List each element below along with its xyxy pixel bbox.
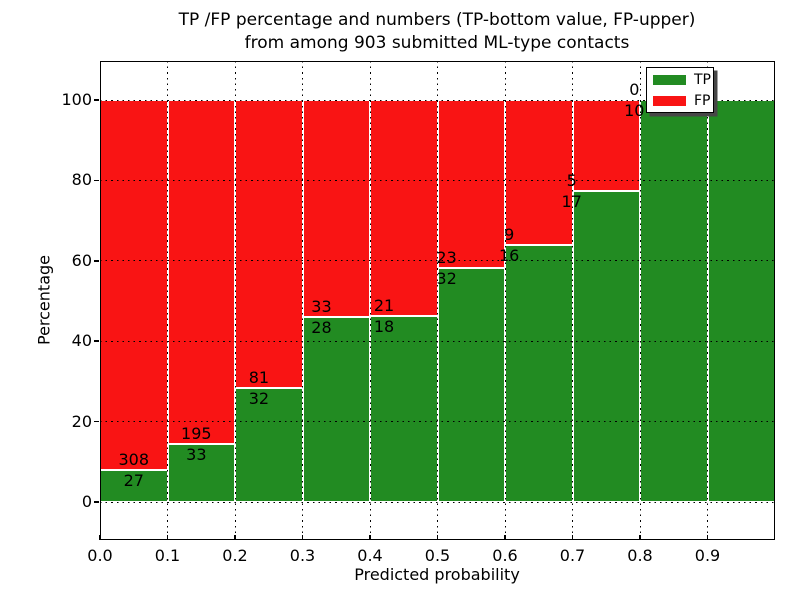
fp-legend-label: FP (694, 92, 711, 109)
v-gridline (639, 61, 641, 540)
tp-bar-segment (302, 317, 370, 502)
fp-bar-segment (437, 100, 505, 269)
tp-bar-segment (370, 316, 438, 502)
x-tick-mark (369, 535, 371, 540)
y-tick-label: 80 (71, 170, 92, 190)
fp-bar-segment (235, 100, 303, 389)
y-tick-label: 60 (71, 250, 92, 270)
y-tick-mark (93, 501, 99, 503)
x-tick-label: 0.8 (627, 546, 653, 565)
tp-count-label: 28 (311, 318, 332, 338)
tp-bar-segment (100, 469, 168, 502)
fp-count-label: 33 (311, 297, 332, 317)
fp-bar-segment (167, 100, 235, 444)
legend: TP FP (646, 67, 714, 113)
tp-count-label: 32 (436, 269, 457, 289)
y-tick-label: 40 (71, 331, 92, 351)
fp-count-label: 9 (504, 224, 515, 244)
chart-title-line1: TP /FP percentage and numbers (TP-bottom… (178, 10, 696, 30)
v-gridline (437, 61, 438, 540)
x-tick-mark (571, 535, 574, 540)
y-tick-label: 100 (61, 90, 92, 109)
tp-bar-segment (505, 244, 573, 502)
tp-bar-segment (235, 388, 303, 502)
y-tick-mark (93, 260, 99, 262)
v-gridline (572, 61, 573, 540)
v-gridline (234, 61, 236, 540)
x-tick-mark (706, 535, 709, 540)
tp-bar-segment (572, 191, 640, 502)
v-gridline (302, 61, 303, 540)
x-tick-label: 0.6 (492, 546, 518, 565)
chart-title: TP /FP percentage and numbers (TP-bottom… (179, 9, 696, 55)
v-gridline (504, 61, 506, 540)
tp-count-label: 16 (498, 245, 520, 265)
fp-bar-segment (100, 100, 168, 470)
tp-count-label: 17 (561, 192, 582, 212)
tp-count-label: 27 (123, 470, 144, 490)
x-tick-label: 0.2 (222, 546, 248, 565)
v-gridline (369, 61, 371, 540)
h-gridline (100, 99, 775, 101)
tp-bar-segment (640, 100, 708, 502)
x-tick-label: 0.1 (154, 546, 181, 565)
x-tick-mark (234, 535, 236, 540)
v-gridline (167, 61, 168, 540)
tp-count-label: 18 (373, 317, 395, 337)
x-tick-label: 0.3 (289, 546, 316, 565)
fp-count-label: 308 (118, 449, 150, 469)
x-tick-mark (639, 535, 641, 540)
tp-count-label: 10 (624, 101, 645, 120)
v-gridline (707, 61, 708, 540)
legend-entry-fp: FP (653, 94, 711, 108)
fp-count-label: 23 (436, 248, 457, 268)
tp-bar-segment (707, 100, 775, 502)
x-tick-mark (301, 535, 304, 540)
h-gridline (100, 179, 775, 181)
tp-bar-segment (167, 443, 235, 502)
fp-bar-segment (302, 100, 370, 318)
y-tick-mark (93, 99, 99, 101)
fp-bar-segment (572, 100, 640, 192)
y-tick-mark (93, 179, 99, 182)
h-gridline (100, 421, 775, 423)
y-tick-mark (93, 420, 99, 423)
plot-area: 30827195338132332821182332916517010015 T… (93, 61, 775, 540)
x-tick-label: 0.4 (357, 546, 383, 565)
x-tick-label: 0.0 (87, 546, 113, 565)
tp-bar-segment (437, 268, 505, 502)
tp-legend-swatch (653, 74, 686, 85)
fp-count-label: 21 (373, 296, 395, 316)
chart-title-line2: from among 903 submitted ML-type contact… (244, 33, 630, 53)
tp-count-label: 32 (248, 389, 270, 409)
x-tick-mark (166, 535, 169, 540)
y-tick-mark (93, 340, 99, 342)
x-axis-label: Predicted probability (354, 565, 520, 584)
fp-count-label: 0 (629, 80, 640, 99)
h-gridline (100, 340, 775, 342)
fp-bar-segment (505, 100, 573, 245)
x-tick-label: 0.9 (694, 546, 721, 565)
x-tick-mark (436, 535, 439, 540)
y-tick-label: 20 (71, 411, 92, 431)
x-tick-label: 0.7 (559, 546, 586, 565)
h-gridline (100, 260, 775, 262)
legend-entry-tp: TP (653, 73, 711, 87)
tp-count-label: 33 (186, 444, 207, 464)
fp-bar-segment (370, 100, 438, 317)
fp-count-label: 5 (566, 171, 577, 191)
tp-legend-label: TP (694, 71, 711, 88)
fp-legend-swatch (653, 95, 686, 106)
fp-count-label: 195 (181, 423, 212, 443)
x-tick-mark (504, 535, 506, 540)
fp-count-label: 81 (248, 368, 270, 388)
x-tick-label: 0.5 (424, 546, 451, 565)
h-gridline (100, 501, 775, 503)
y-tick-label: 0 (81, 492, 92, 511)
x-tick-mark (99, 535, 101, 540)
